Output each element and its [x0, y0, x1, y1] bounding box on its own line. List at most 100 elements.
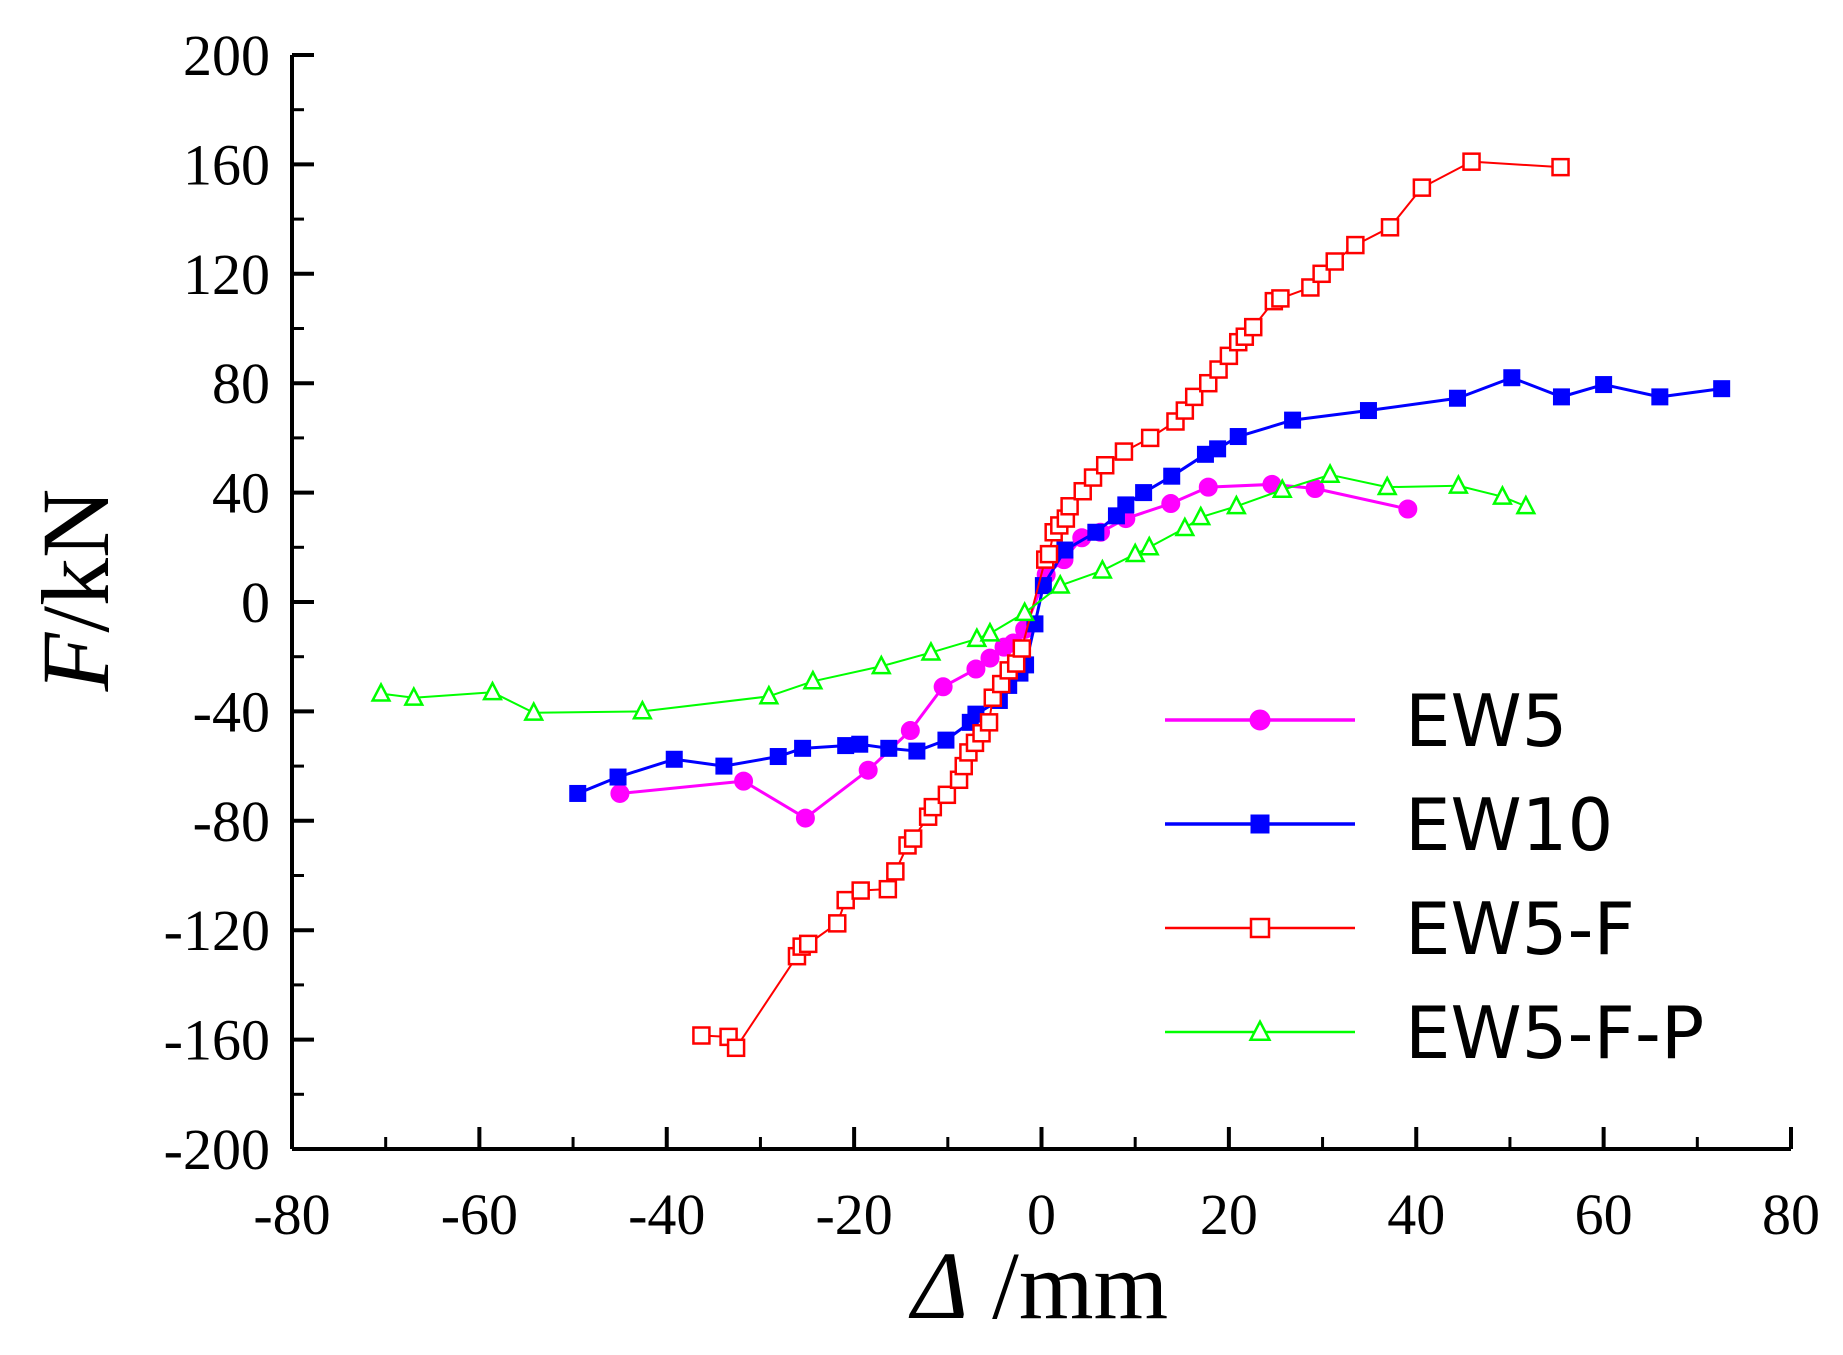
data-point	[908, 742, 926, 760]
data-point	[569, 784, 587, 802]
y-tick-label: 120	[183, 242, 270, 307]
data-point	[1271, 289, 1290, 308]
data-point	[836, 890, 855, 910]
data-point	[734, 771, 754, 791]
data-point	[858, 760, 878, 780]
data-point	[1301, 278, 1320, 297]
axes: -80 -60 -40 -20 0 20 40 60 8020016012080400-40-8…	[164, 23, 1820, 1247]
x-tick-label: 40	[1387, 1182, 1445, 1247]
data-point	[1319, 462, 1341, 483]
data-point	[523, 700, 545, 721]
x-tick-label: -80	[253, 1182, 330, 1247]
data-point	[1412, 178, 1432, 197]
data-point	[1462, 152, 1481, 171]
data-point	[979, 621, 1001, 642]
data-point	[851, 881, 870, 900]
x-axis-spacer	[968, 1232, 992, 1339]
data-point	[1091, 558, 1113, 579]
data-point	[1503, 369, 1521, 387]
data-point	[1219, 346, 1239, 366]
y-axis-unit: /kN	[22, 489, 129, 633]
data-point	[980, 648, 1000, 668]
data-point	[726, 1038, 746, 1058]
data-point	[665, 750, 683, 768]
data-point	[1135, 484, 1153, 502]
series-line	[380, 473, 1527, 714]
data-point	[1012, 639, 1032, 658]
data-point	[609, 768, 627, 786]
data-point	[769, 748, 787, 766]
legend-label: EW5	[1405, 679, 1568, 763]
data-point	[403, 685, 425, 706]
data-point	[1060, 497, 1079, 516]
data-point	[1376, 475, 1398, 496]
data-point	[1595, 376, 1613, 394]
data-point	[1056, 541, 1074, 559]
y-tick-label: -120	[164, 898, 270, 963]
data-point	[1073, 481, 1092, 501]
x-tick-label: 60	[1575, 1182, 1633, 1247]
legend-item-ew5-f-p: EW5-F-P	[1165, 991, 1704, 1075]
data-point	[1325, 252, 1344, 271]
data-point	[828, 914, 847, 933]
data-point	[1229, 428, 1247, 446]
data-point	[610, 783, 630, 803]
data-point	[1117, 496, 1135, 514]
series-ew5-f-p	[370, 462, 1537, 721]
data-point	[794, 739, 812, 757]
x-tick-label: 80	[1762, 1182, 1820, 1247]
y-axis-symbol: F	[22, 631, 129, 692]
data-point	[1174, 516, 1196, 537]
legend: EW5 EW10 EW5-F EW5-F-P	[1165, 679, 1704, 1075]
y-tick-label: -80	[193, 789, 270, 854]
data-point	[1552, 388, 1570, 406]
data-point	[1359, 402, 1377, 420]
data-point	[1651, 388, 1669, 406]
data-point	[1198, 477, 1218, 497]
data-point	[715, 757, 733, 775]
data-point	[1095, 456, 1115, 475]
legend-item-ew10: EW10	[1165, 783, 1613, 867]
x-tick-label: 20	[1200, 1182, 1258, 1247]
data-point	[886, 862, 905, 881]
data-point	[758, 684, 780, 705]
legend-item-ew5: EW5	[1165, 679, 1568, 763]
data-point	[1249, 917, 1271, 939]
y-tick-label: -40	[193, 679, 270, 744]
data-point	[1271, 477, 1293, 499]
axis-titles: Δ /mm F/kN	[22, 489, 1168, 1339]
series-layer	[370, 152, 1731, 1058]
y-tick-label: 160	[183, 132, 270, 197]
data-point	[482, 680, 503, 701]
data-point	[870, 654, 892, 675]
y-tick-label: 40	[212, 461, 270, 526]
data-point	[1209, 360, 1228, 379]
data-point	[1713, 380, 1731, 398]
data-point	[1346, 235, 1365, 255]
legend-label: EW5-F	[1405, 887, 1635, 971]
data-point	[1114, 442, 1134, 461]
data-point	[798, 934, 818, 954]
data-point	[631, 699, 653, 720]
y-axis-title: F/kN	[22, 489, 129, 693]
data-point	[1199, 373, 1218, 393]
data-point	[1209, 440, 1227, 458]
data-point	[1243, 317, 1263, 337]
data-point	[1140, 428, 1160, 448]
x-tick-label: -20	[815, 1182, 892, 1247]
y-tick-label: 200	[183, 23, 270, 88]
x-axis-unit: /mm	[992, 1232, 1168, 1339]
data-point	[1161, 494, 1181, 514]
data-point	[937, 785, 957, 805]
y-tick-label: -160	[164, 1008, 270, 1073]
data-point	[802, 669, 824, 690]
data-point	[937, 731, 955, 749]
data-point	[1515, 494, 1537, 515]
data-point	[1248, 1018, 1272, 1042]
x-axis-title: Δ /mm	[908, 1232, 1168, 1339]
data-point	[1190, 505, 1212, 526]
x-tick-label: 0	[1027, 1182, 1056, 1247]
data-point	[880, 739, 898, 757]
